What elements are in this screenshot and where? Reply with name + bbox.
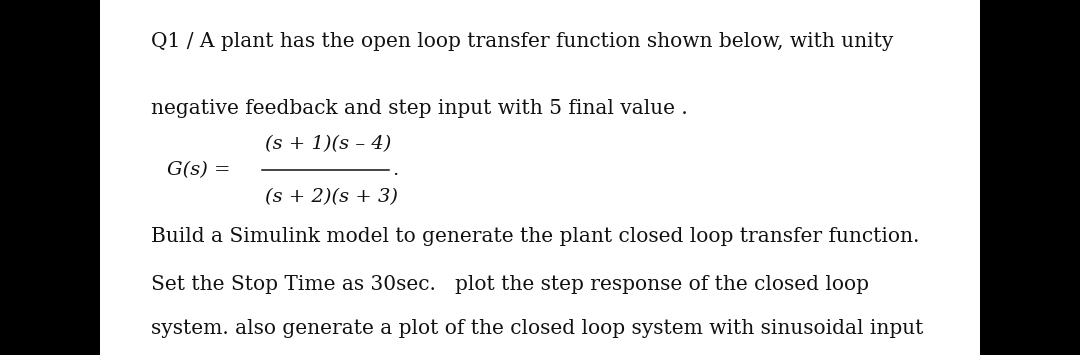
Text: .: .: [392, 162, 399, 179]
Text: (s + 1)(s – 4): (s + 1)(s – 4): [265, 135, 391, 153]
Text: (s + 2)(s + 3): (s + 2)(s + 3): [265, 188, 397, 206]
Point: [256, 168, 269, 173]
Text: Q1 / A plant has the open loop transfer function shown below, with unity: Q1 / A plant has the open loop transfer …: [151, 32, 893, 51]
Point: [382, 168, 395, 173]
Text: system. also generate a plot of the closed loop system with sinusoidal input: system. also generate a plot of the clos…: [151, 320, 923, 339]
Text: negative feedback and step input with 5 final value .: negative feedback and step input with 5 …: [151, 99, 688, 119]
Text: G(s) =: G(s) =: [167, 162, 231, 179]
Text: Build a Simulink model to generate the plant closed loop transfer function.: Build a Simulink model to generate the p…: [151, 227, 919, 246]
Text: Set the Stop Time as 30sec.   plot the step response of the closed loop: Set the Stop Time as 30sec. plot the ste…: [151, 275, 869, 294]
